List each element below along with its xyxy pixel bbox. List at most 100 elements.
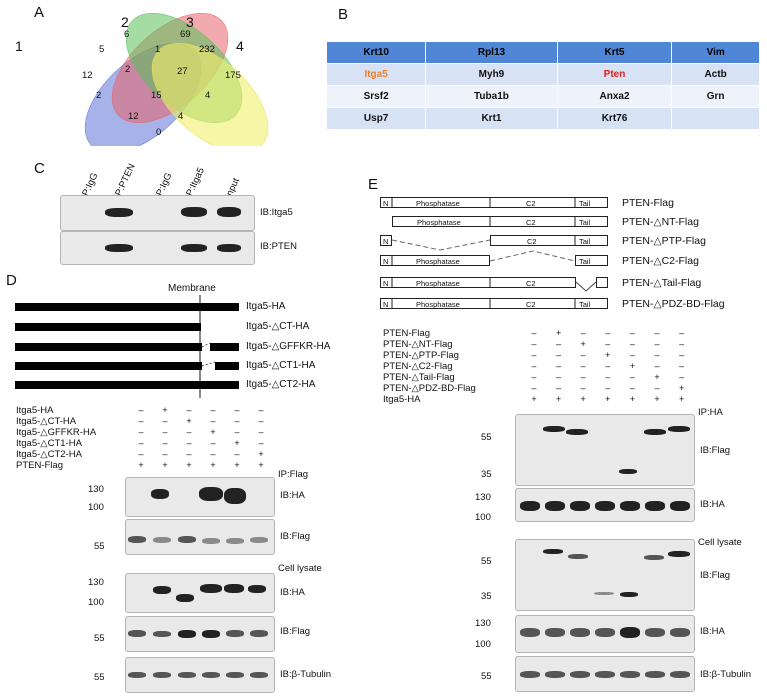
construct-label: PTEN-Flag bbox=[622, 197, 674, 209]
blot-d-ip-ha bbox=[125, 477, 275, 517]
domain-n: N bbox=[383, 199, 389, 208]
mw-marker: 100 bbox=[475, 639, 491, 650]
venn-diagram bbox=[84, 13, 269, 146]
sign-cell: – bbox=[210, 405, 216, 415]
sign-cell: – bbox=[556, 383, 562, 393]
construct-bar bbox=[15, 343, 202, 351]
sign-cell: + bbox=[186, 460, 192, 470]
sign-cell: + bbox=[162, 405, 168, 415]
condition-label: Itga5-△CT-HA bbox=[16, 416, 77, 427]
mw-marker: 130 bbox=[88, 484, 104, 495]
panel-a-label: A bbox=[34, 4, 45, 21]
venn-set-label-3: 3 bbox=[186, 14, 194, 30]
sign-cell: – bbox=[531, 361, 537, 371]
sign-cell: + bbox=[555, 394, 562, 404]
table-cell: Vim bbox=[671, 41, 760, 64]
mw-marker: 100 bbox=[475, 512, 491, 523]
table-row: Krt10 Rpl13 Krt5 Vim bbox=[325, 41, 760, 64]
sign-cell: + bbox=[531, 394, 537, 404]
blot-label: IB:Itga5 bbox=[260, 207, 293, 218]
domain-tail: Tail bbox=[579, 237, 591, 246]
condition-label: Itga5-△CT2-HA bbox=[16, 449, 82, 460]
sign-cell: – bbox=[234, 405, 240, 415]
venn-count: 4 bbox=[178, 111, 184, 122]
table-cell-pten: Pten bbox=[556, 63, 673, 86]
venn-count: 232 bbox=[199, 44, 215, 55]
condition-label: PTEN-△NT-Flag bbox=[383, 339, 453, 350]
panel-e-label: E bbox=[368, 176, 379, 193]
construct-diagram: N Phosphatase C2 Tail bbox=[380, 298, 608, 309]
mw-marker: 55 bbox=[94, 541, 105, 552]
domain-phosphatase: Phosphatase bbox=[416, 300, 460, 309]
sign-cell: + bbox=[258, 449, 264, 459]
sign-cell: – bbox=[186, 449, 192, 459]
construct-bar bbox=[210, 343, 239, 351]
sign-cell: + bbox=[234, 438, 240, 448]
table-cell: Krt10 bbox=[325, 41, 427, 64]
sign-cell: – bbox=[654, 339, 660, 349]
gene-table: Krt10 Rpl13 Krt5 Vim Itga5 Myh9 Pten Act… bbox=[325, 41, 760, 130]
sign-cell: + bbox=[629, 394, 636, 404]
sign-cell: + bbox=[580, 339, 586, 349]
sign-cell: – bbox=[258, 438, 264, 448]
blot-label: IB:HA bbox=[700, 499, 725, 510]
condition-label: PTEN-△C2-Flag bbox=[383, 361, 453, 372]
sign-cell: – bbox=[654, 383, 660, 393]
blot-e-lysate-flag bbox=[515, 539, 695, 611]
sign-cell: – bbox=[605, 328, 611, 338]
sign-cell: + bbox=[605, 350, 611, 360]
sign-cell: + bbox=[138, 460, 144, 470]
venn-count: 5 bbox=[99, 44, 105, 55]
table-cell: Usp7 bbox=[325, 107, 427, 130]
sign-cell: – bbox=[556, 339, 562, 349]
mw-marker: 35 bbox=[481, 469, 492, 480]
mw-marker: 35 bbox=[481, 591, 492, 602]
domain-tail: Tail bbox=[579, 300, 591, 309]
condition-label: PTEN-Flag bbox=[16, 460, 63, 471]
sign-cell: – bbox=[531, 328, 537, 338]
construct-label: Itga5-HA bbox=[246, 301, 286, 312]
construct-diagram: Phosphatase C2 Tail bbox=[392, 216, 608, 227]
sign-cell: + bbox=[654, 394, 660, 404]
mw-marker: 55 bbox=[481, 671, 492, 682]
venn-set-4 bbox=[151, 43, 269, 146]
domain-tail: Tail bbox=[579, 218, 591, 227]
venn-count: 0 bbox=[156, 127, 162, 138]
domain-phosphatase: Phosphatase bbox=[416, 279, 460, 288]
sign-cell: – bbox=[629, 350, 635, 360]
venn-set-label-4: 4 bbox=[236, 38, 244, 54]
table-cell: Rpl13 bbox=[425, 41, 558, 64]
sign-cell: – bbox=[186, 427, 192, 437]
mw-marker: 55 bbox=[481, 556, 492, 567]
sign-cell: – bbox=[580, 328, 586, 338]
venn-set-label-2: 2 bbox=[121, 14, 129, 30]
mw-marker: 100 bbox=[88, 597, 104, 608]
venn-set-label-1: 1 bbox=[15, 38, 23, 54]
sign-cell: – bbox=[138, 416, 144, 426]
sign-cell: + bbox=[210, 427, 216, 437]
venn-count: 6 bbox=[124, 29, 130, 40]
sign-cell: + bbox=[678, 394, 685, 404]
sign-cell: – bbox=[580, 350, 586, 360]
sign-cell: + bbox=[605, 394, 611, 404]
panel-e-deletion-lines bbox=[391, 197, 597, 309]
sign-cell: – bbox=[556, 350, 562, 360]
venn-count: 69 bbox=[180, 29, 191, 40]
construct-bar bbox=[15, 323, 201, 331]
sign-cell: + bbox=[258, 460, 264, 470]
condition-label: Itga5-HA bbox=[383, 394, 421, 405]
sign-cell: – bbox=[654, 350, 660, 360]
sign-cell: – bbox=[654, 328, 660, 338]
condition-label: PTEN-△PDZ-BD-Flag bbox=[383, 383, 476, 394]
sign-cell: – bbox=[531, 372, 537, 382]
blot-e-ip-ha bbox=[515, 488, 695, 522]
condition-label: PTEN-Flag bbox=[383, 328, 430, 339]
blot-label: IB:HA bbox=[700, 626, 725, 637]
mw-marker: 130 bbox=[475, 618, 491, 629]
table-cell: Actb bbox=[671, 63, 760, 86]
condition-label: Itga5-HA bbox=[16, 405, 54, 416]
sign-cell: + bbox=[234, 460, 240, 470]
panel-b-label: B bbox=[338, 6, 349, 23]
domain-phosphatase: Phosphatase bbox=[416, 199, 460, 208]
sign-cell: – bbox=[629, 328, 635, 338]
